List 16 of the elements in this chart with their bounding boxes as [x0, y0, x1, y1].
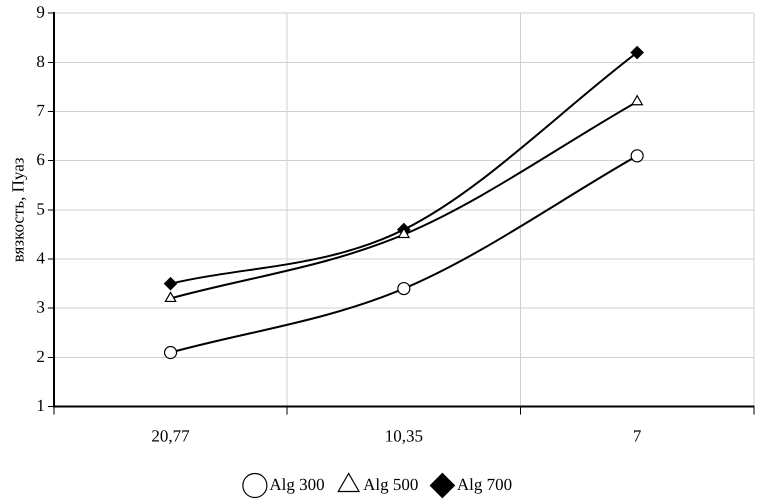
y-tick-label: 2: [36, 346, 45, 366]
y-tick-label: 8: [36, 52, 45, 71]
y-tick-label: 6: [36, 150, 45, 170]
x-tick-label: 20,77: [151, 426, 190, 446]
legend-label: Alg 500: [363, 474, 418, 494]
y-tick-label: 1: [36, 396, 45, 416]
x-tick-label: 7: [632, 426, 642, 446]
y-tick-label: 9: [36, 2, 45, 22]
legend-label: Alg 700: [456, 474, 512, 494]
y-tick-label: 7: [36, 101, 46, 120]
y-tick-label: 3: [36, 298, 45, 317]
y-tick-label: 4: [36, 248, 46, 268]
legend-label: Alg 300: [269, 474, 325, 494]
y-axis-title: вязкость, Пуаз: [8, 157, 28, 262]
x-tick-label: 10,35: [384, 426, 423, 446]
y-tick-label: 5: [36, 199, 45, 218]
